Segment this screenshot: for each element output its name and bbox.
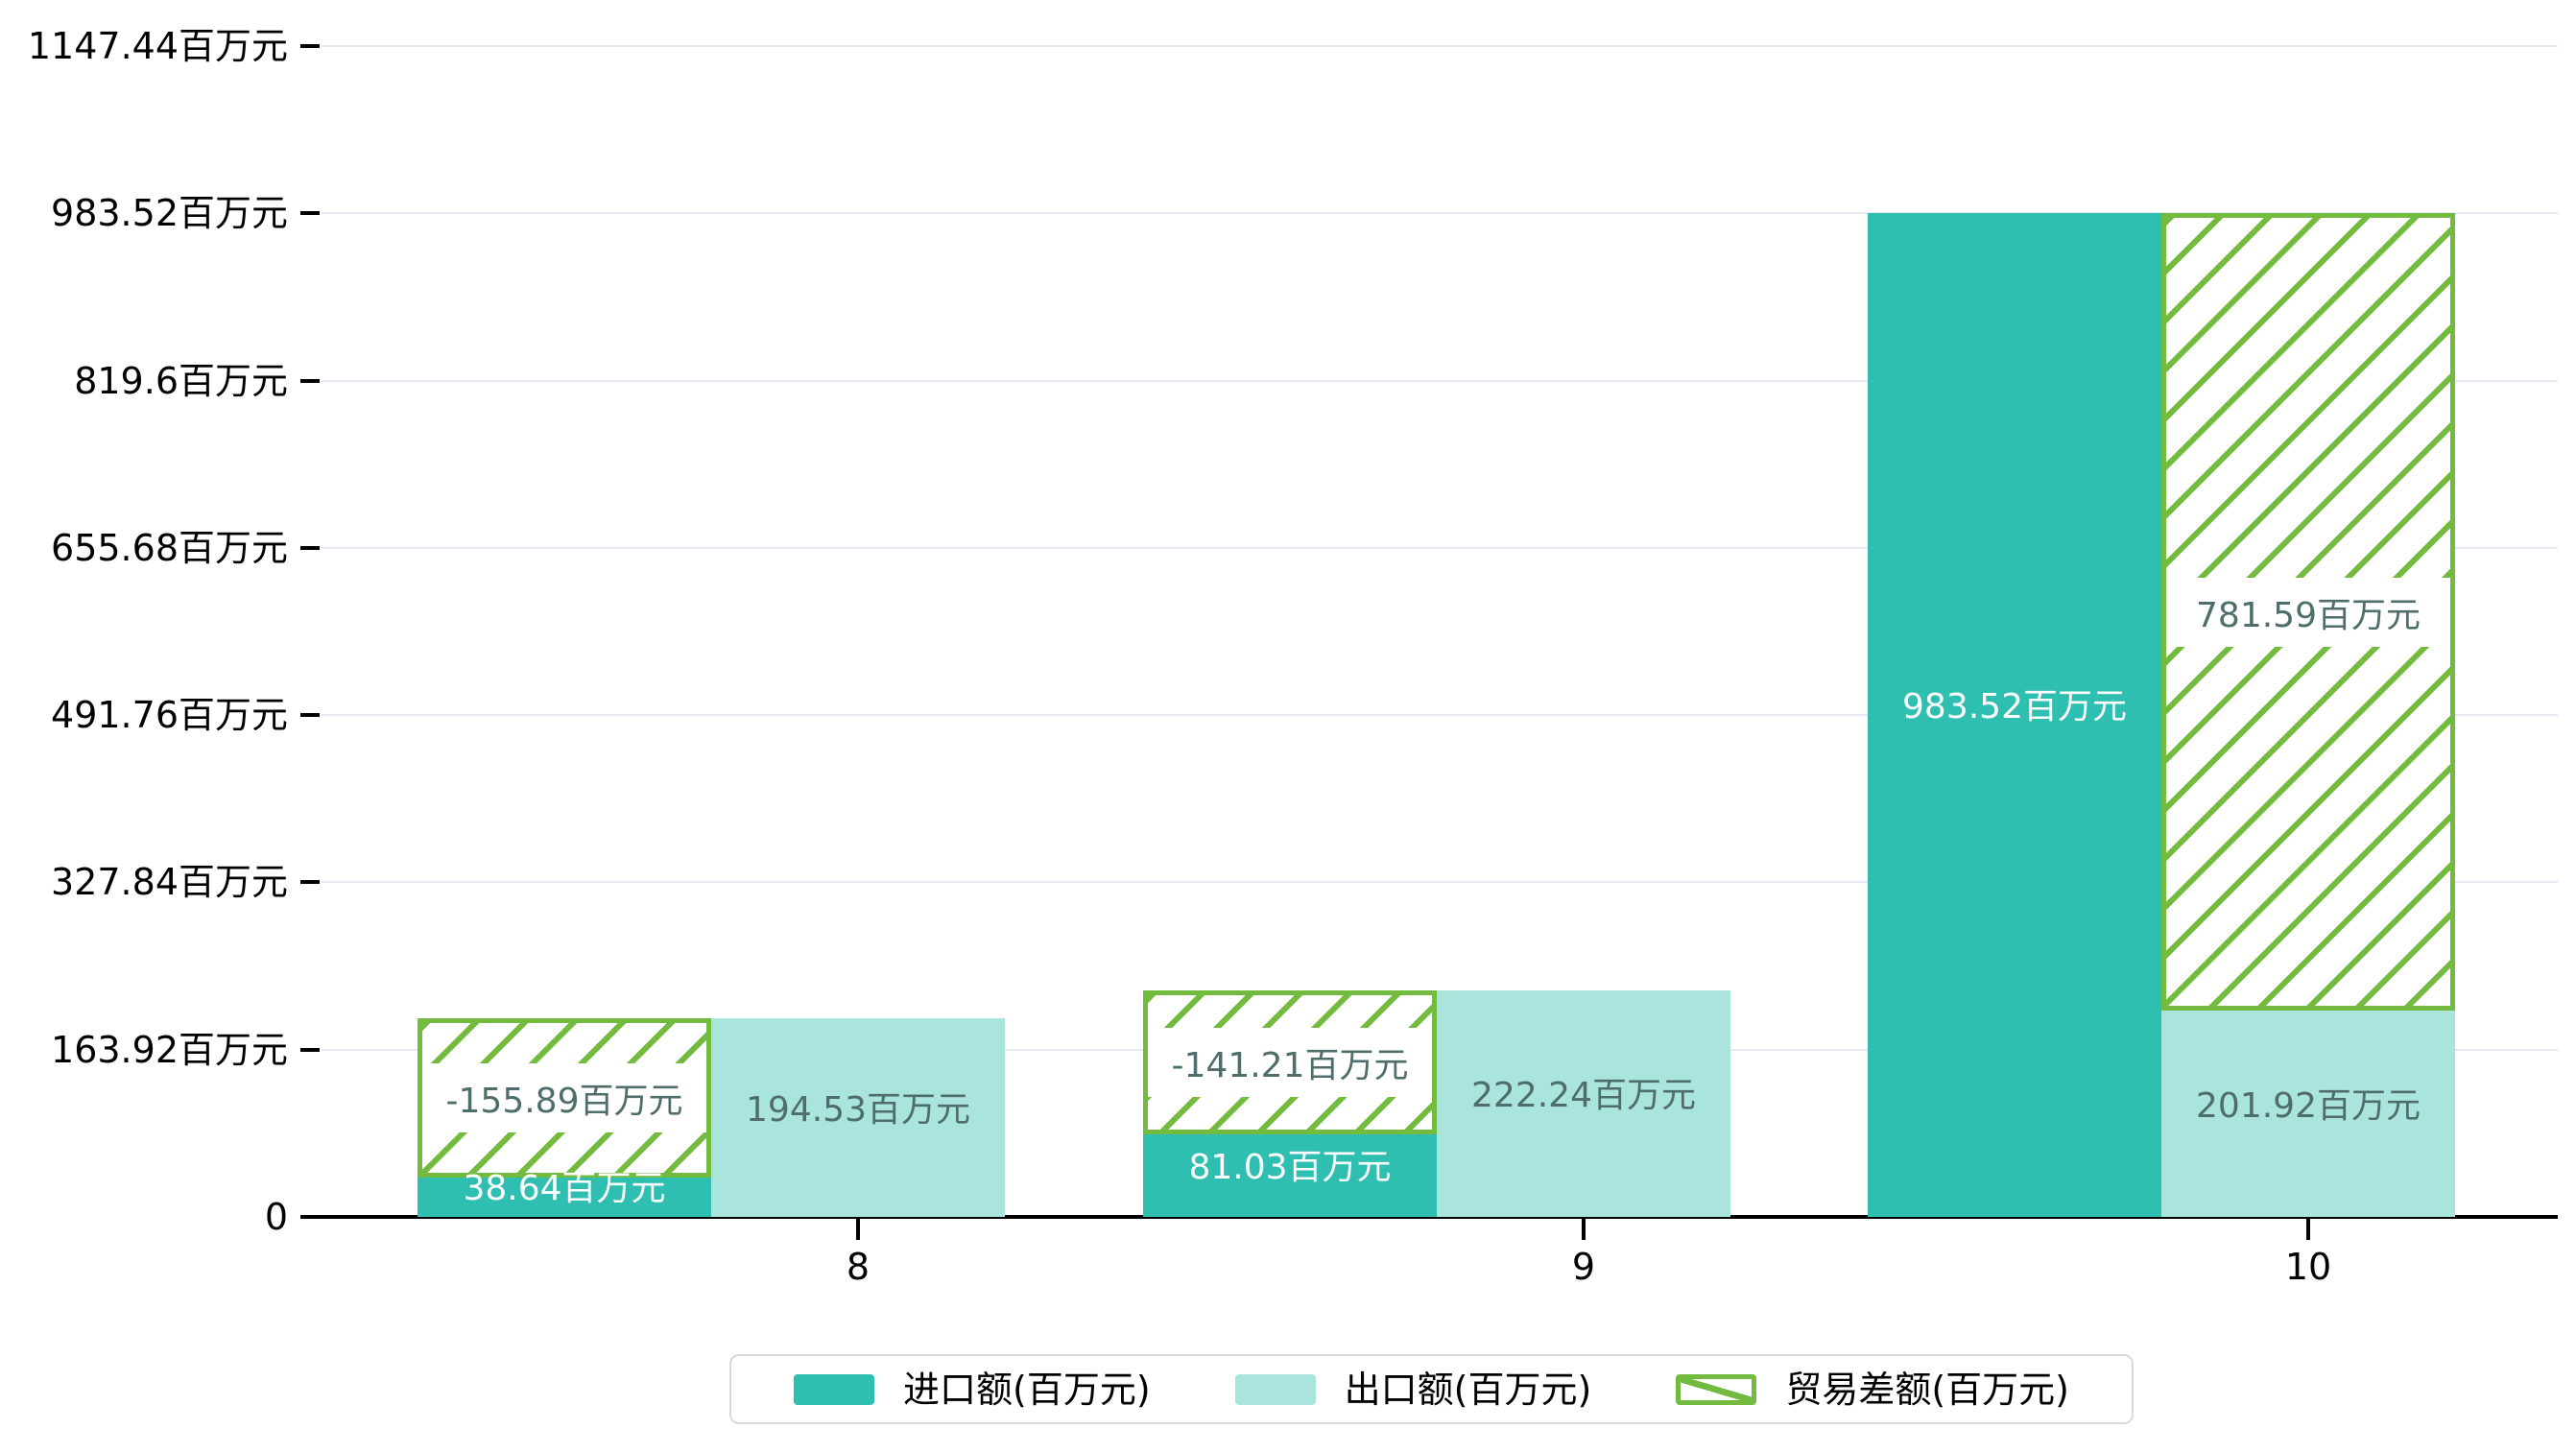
gridline (322, 546, 2558, 549)
legend-label-diff: 贸易差额(百万元) (1785, 1368, 2069, 1411)
gridline (322, 45, 2558, 47)
y-axis-tick (300, 713, 320, 718)
bar-export-10[interactable]: 201.92百万元 (2161, 1011, 2455, 1217)
y-axis-label: 163.92百万元 (51, 1028, 288, 1071)
diff-hatch-swatch-icon (1676, 1373, 1757, 1405)
bar-import-10[interactable]: 983.52百万元 (1868, 213, 2161, 1217)
y-axis-tick (300, 44, 320, 48)
y-axis-tick (300, 880, 320, 885)
gridline (322, 212, 2558, 215)
legend-item-diff[interactable]: 贸易差额(百万元) (1676, 1369, 2069, 1411)
x-axis-tick (856, 1219, 860, 1240)
legend-label-export: 出口额(百万元) (1344, 1368, 1592, 1411)
bar-export-9[interactable]: 222.24百万元 (1437, 989, 1730, 1217)
bar-import-9[interactable]: 81.03百万元 (1143, 1133, 1437, 1217)
trade-balance-value-label: 781.59百万元 (2166, 577, 2450, 647)
legend: 进口额(百万元) 出口额(百万元) 贸易差额(百万元) (729, 1354, 2134, 1424)
gridline (322, 379, 2558, 382)
y-axis-tick (300, 545, 320, 550)
legend-label-import: 进口额(百万元) (903, 1368, 1151, 1411)
y-axis-label: 655.68百万元 (51, 526, 288, 569)
x-axis-label: 8 (846, 1246, 871, 1288)
import-swatch-icon (794, 1373, 875, 1405)
y-axis-label: 1147.44百万元 (27, 25, 288, 67)
y-axis-label: 983.52百万元 (51, 192, 288, 235)
bar-trade-balance-10[interactable]: 781.59百万元 (2161, 213, 2455, 1012)
y-axis-tick (300, 211, 320, 216)
bar-export-8[interactable]: 194.53百万元 (711, 1018, 1005, 1217)
export-swatch-icon (1234, 1373, 1316, 1405)
export-value-label: 201.92百万元 (2196, 1085, 2421, 1126)
bar-trade-balance-9[interactable]: -141.21百万元 (1143, 989, 1437, 1134)
legend-item-import[interactable]: 进口额(百万元) (794, 1369, 1151, 1411)
export-value-label: 194.53百万元 (746, 1089, 970, 1130)
bar-import-8[interactable]: 38.64百万元 (417, 1169, 711, 1217)
y-axis-label: 491.76百万元 (51, 694, 288, 737)
import-value-label: 81.03百万元 (1188, 1147, 1392, 1187)
y-axis-label: 0 (264, 1196, 288, 1238)
gridline (322, 881, 2558, 884)
y-axis-tick (300, 1047, 320, 1052)
x-axis-line (300, 1215, 2558, 1219)
y-axis-label: 327.84百万元 (51, 861, 288, 904)
x-axis-tick (2306, 1219, 2310, 1240)
export-value-label: 222.24百万元 (1471, 1075, 1696, 1115)
gridline (322, 714, 2558, 717)
trade-balance-value-label: -155.89百万元 (422, 1063, 706, 1133)
x-axis-tick (1582, 1219, 1586, 1240)
x-axis-label: 9 (1571, 1246, 1596, 1288)
y-axis-tick (300, 378, 320, 383)
bar-trade-balance-8[interactable]: -155.89百万元 (417, 1018, 711, 1178)
x-axis-label: 10 (2284, 1246, 2332, 1288)
import-value-label: 983.52百万元 (1902, 687, 2127, 727)
legend-item-export[interactable]: 出口额(百万元) (1234, 1368, 1592, 1411)
trade-balance-value-label: -141.21百万元 (1148, 1027, 1432, 1097)
y-axis-label: 819.6百万元 (74, 359, 288, 402)
